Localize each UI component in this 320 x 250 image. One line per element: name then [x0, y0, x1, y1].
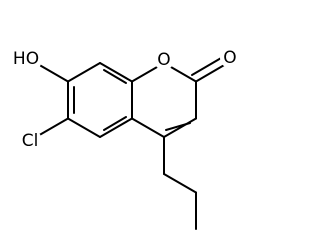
label-background	[220, 48, 240, 68]
atom-labels: HO O O Cl	[13, 45, 240, 153]
bond	[67, 117, 101, 138]
label-background	[14, 45, 42, 73]
bond	[163, 117, 197, 138]
molecule-diagram: HO O O Cl	[12, 45, 240, 230]
atom-label: O	[157, 50, 170, 70]
double-bond	[103, 116, 127, 131]
bond	[99, 62, 133, 83]
double-bond	[165, 122, 191, 131]
bond	[195, 63, 227, 83]
atom-label: Cl	[22, 131, 39, 151]
bonds	[35, 56, 227, 230]
bond	[35, 62, 69, 83]
atom-label: O	[223, 48, 236, 68]
label-background	[18, 129, 42, 153]
label-background	[154, 50, 174, 70]
bond	[163, 173, 197, 194]
bond	[131, 117, 165, 138]
bond	[99, 117, 133, 138]
double-bond	[191, 56, 223, 76]
bond	[35, 117, 69, 138]
double-bond	[103, 69, 127, 84]
bond	[67, 62, 101, 83]
atom-label: HO	[13, 49, 39, 69]
